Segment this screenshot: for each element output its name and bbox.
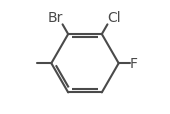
Text: Br: Br: [47, 11, 63, 25]
Text: Cl: Cl: [107, 11, 121, 25]
Text: F: F: [130, 57, 138, 71]
